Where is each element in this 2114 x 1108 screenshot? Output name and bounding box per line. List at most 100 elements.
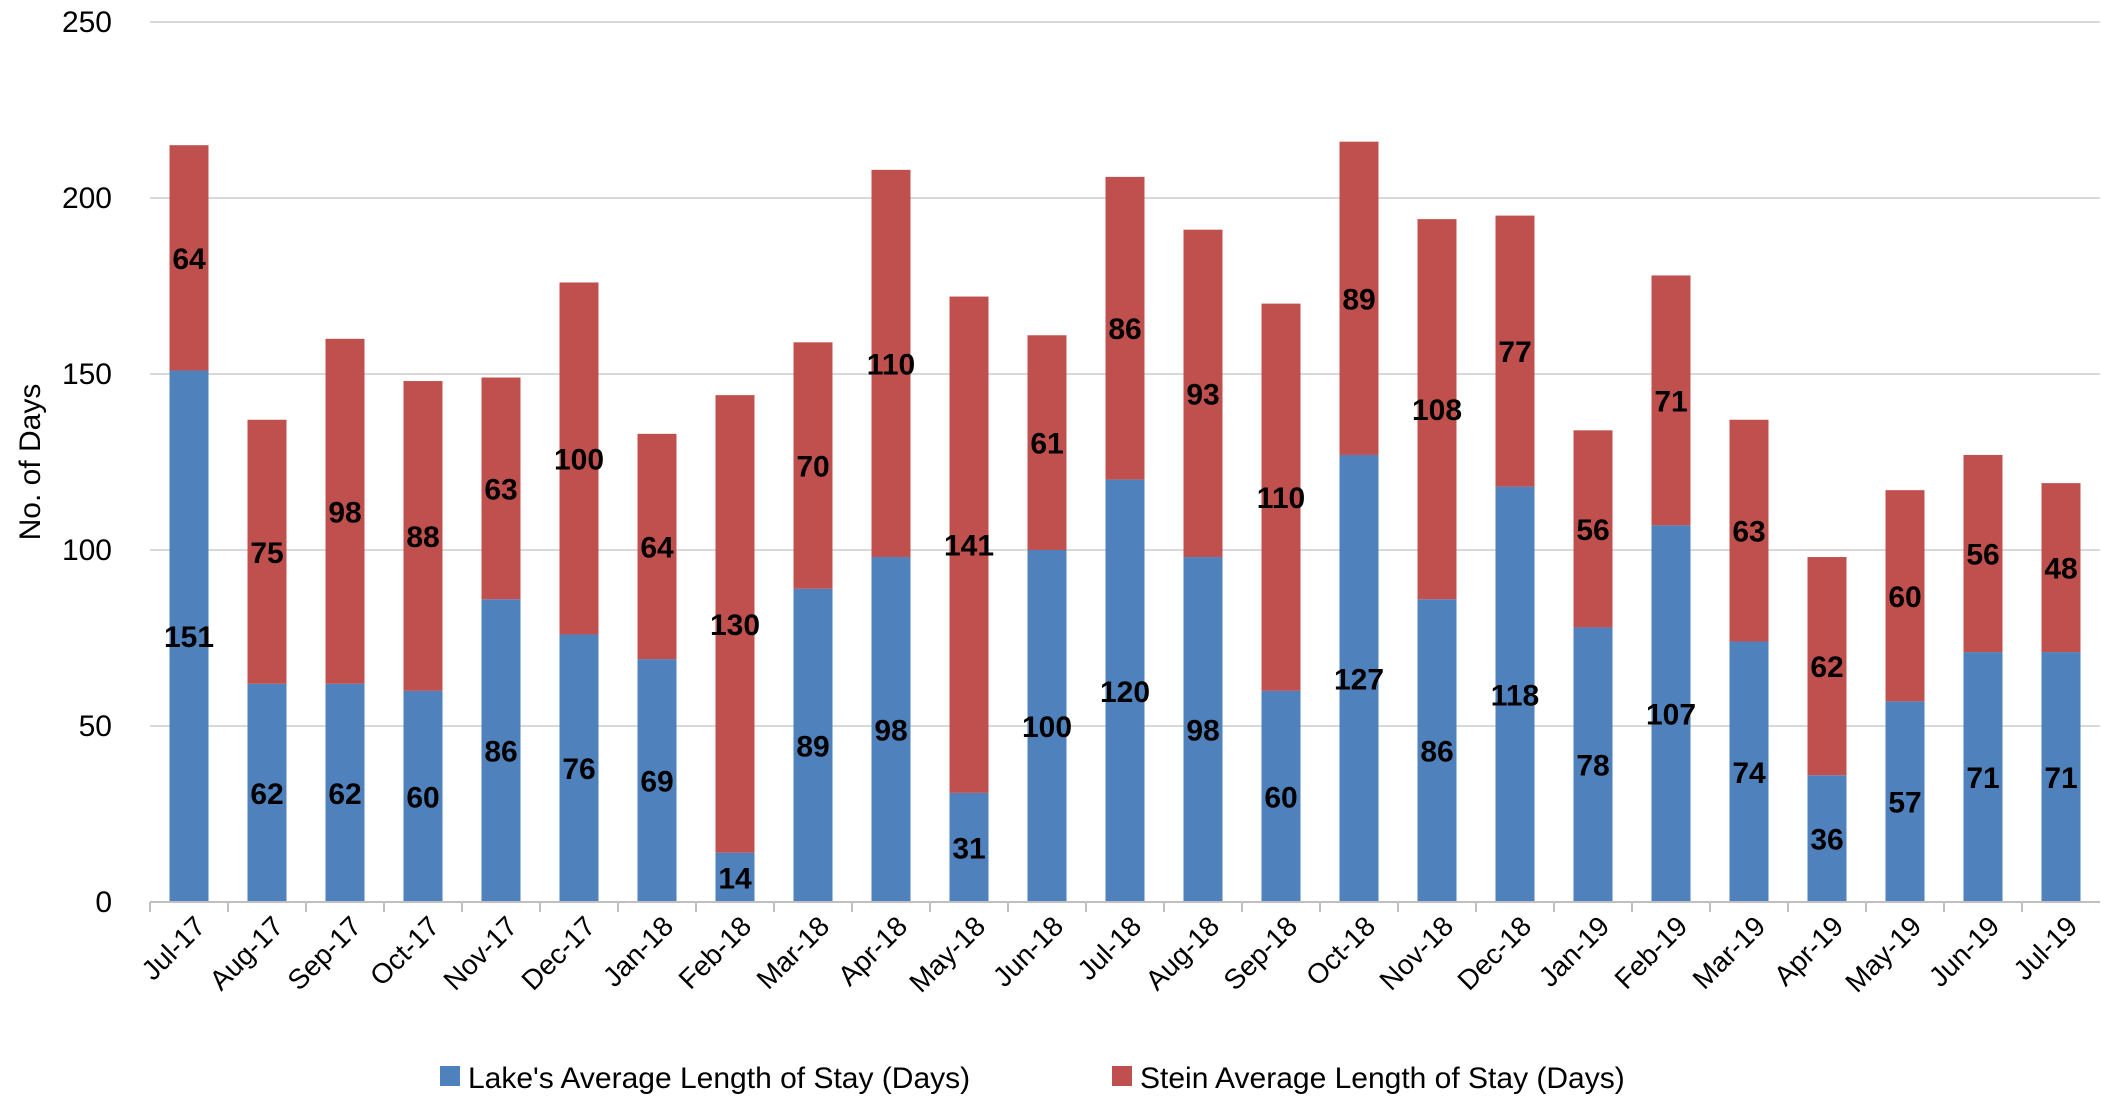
data-labels: 151 64 62 75 62 98 60 88 86 63 76 100 69 64 14 130 89 70 9…: [164, 243, 2078, 896]
y-axis-ticks: 0 50 100 150 200 250: [62, 6, 112, 919]
data-label-lake: 86: [1420, 736, 1453, 769]
data-label-stein: 48: [2044, 553, 2077, 586]
data-label-stein: 100: [554, 443, 604, 476]
data-label-lake: 107: [1646, 699, 1696, 732]
x-tick-label: May-18: [903, 910, 991, 998]
bar-lake: [481, 599, 521, 902]
bar-lake: [1183, 557, 1223, 902]
y-tick-label: 200: [62, 182, 112, 215]
bar-stein: [793, 342, 833, 589]
data-label-stein: 75: [250, 537, 283, 570]
bar-lake: [1651, 525, 1691, 902]
bar-stein: [559, 282, 599, 635]
bar-lake: [1573, 627, 1613, 902]
bar-stein: [403, 381, 443, 691]
x-tick-label: Feb-18: [673, 910, 758, 995]
x-axis-ticks: Jul-17Aug-17Sep-17Oct-17Nov-17Dec-17Jan-…: [135, 902, 2083, 998]
bar-lake: [2041, 652, 2081, 902]
data-label-lake: 71: [2044, 762, 2077, 795]
x-tick-label: Jan-18: [597, 910, 679, 992]
data-label-lake: 36: [1810, 824, 1843, 857]
data-label-lake: 86: [484, 736, 517, 769]
bar-stein: [1807, 557, 1847, 776]
bar-lake: [247, 683, 287, 902]
bar-lake: [559, 634, 599, 902]
data-label-lake: 60: [406, 781, 439, 814]
data-label-lake: 62: [328, 778, 361, 811]
bar-lake: [1495, 486, 1535, 902]
bar-stein: [1105, 176, 1145, 480]
data-label-lake: 76: [562, 753, 595, 786]
legend-swatch-lake: [440, 1066, 460, 1086]
data-label-lake: 151: [164, 621, 214, 654]
bar-lake: [1261, 690, 1301, 902]
bar-lake: [871, 557, 911, 902]
data-label-stein: 56: [1576, 514, 1609, 547]
bar-lake: [1963, 652, 2003, 902]
bar-stein: [637, 433, 677, 660]
x-tick-label: Nov-18: [1373, 910, 1459, 996]
data-label-lake: 98: [874, 715, 907, 748]
legend: Lake's Average Length of Stay (Days) Stei…: [440, 1062, 1625, 1095]
bar-stein: [715, 395, 755, 853]
bar-stein: [1183, 229, 1223, 558]
data-label-stein: 61: [1030, 428, 1063, 461]
x-tick-label: Jun-18: [987, 910, 1069, 992]
y-tick-label: 0: [95, 886, 112, 919]
x-tick-label: Jul-17: [135, 910, 211, 986]
bar-stein: [1573, 430, 1613, 628]
data-label-stein: 63: [1732, 516, 1765, 549]
data-label-stein: 71: [1654, 385, 1687, 418]
data-label-stein: 110: [867, 348, 915, 381]
legend-label-lake: Lake's Average Length of Stay (Days): [468, 1062, 970, 1095]
x-tick-label: Jul-18: [1071, 910, 1147, 986]
bar-lake: [637, 659, 677, 902]
bar-stein: [871, 169, 911, 558]
bar-stein: [325, 338, 365, 684]
bar-stein: [1729, 419, 1769, 642]
data-label-lake: 62: [250, 778, 283, 811]
bar-stein: [1651, 275, 1691, 526]
data-label-lake: 71: [1966, 762, 1999, 795]
bar-lake: [793, 588, 833, 902]
x-tick-label: Apr-18: [832, 910, 913, 991]
x-tick-label: Dec-17: [515, 910, 601, 996]
data-label-stein: 60: [1888, 581, 1921, 614]
data-label-stein: 141: [944, 530, 994, 563]
bar-lake: [1885, 701, 1925, 902]
x-tick-label: Aug-18: [1139, 910, 1225, 996]
y-tick-label: 150: [62, 358, 112, 391]
data-label-lake: 78: [1576, 750, 1609, 783]
bar-stein: [1495, 215, 1535, 487]
data-label-lake: 31: [952, 832, 985, 865]
data-label-lake: 120: [1100, 676, 1150, 709]
bar-lake: [1339, 454, 1379, 902]
bar-stein: [169, 145, 209, 371]
x-tick-label: May-19: [1839, 910, 1927, 998]
x-tick-label: Mar-18: [751, 910, 836, 995]
bar-stein: [1261, 303, 1301, 691]
x-tick-label: Dec-18: [1451, 910, 1537, 996]
data-label-lake: 74: [1732, 757, 1766, 790]
data-label-stein: 98: [328, 496, 361, 529]
y-axis-title: No. of Days: [14, 384, 47, 541]
legend-label-stein: Stein Average Length of Stay (Days): [1140, 1062, 1625, 1095]
data-label-lake: 60: [1264, 781, 1297, 814]
bars: [169, 141, 2081, 903]
data-label-lake: 57: [1888, 787, 1921, 820]
data-label-lake: 127: [1334, 663, 1384, 696]
bar-lake: [403, 690, 443, 902]
data-label-lake: 89: [796, 730, 829, 763]
bar-stein: [949, 296, 989, 793]
x-tick-label: Jan-19: [1533, 910, 1615, 992]
bar-lake: [325, 683, 365, 902]
bar-stein: [481, 377, 521, 600]
data-label-lake: 118: [1491, 679, 1539, 712]
data-label-stein: 63: [484, 473, 517, 506]
data-label-stein: 70: [796, 451, 829, 484]
bar-stein: [1963, 454, 2003, 653]
bar-stein: [1027, 335, 1067, 550]
x-tick-label: Nov-17: [437, 910, 523, 996]
data-label-lake: 69: [640, 766, 673, 799]
